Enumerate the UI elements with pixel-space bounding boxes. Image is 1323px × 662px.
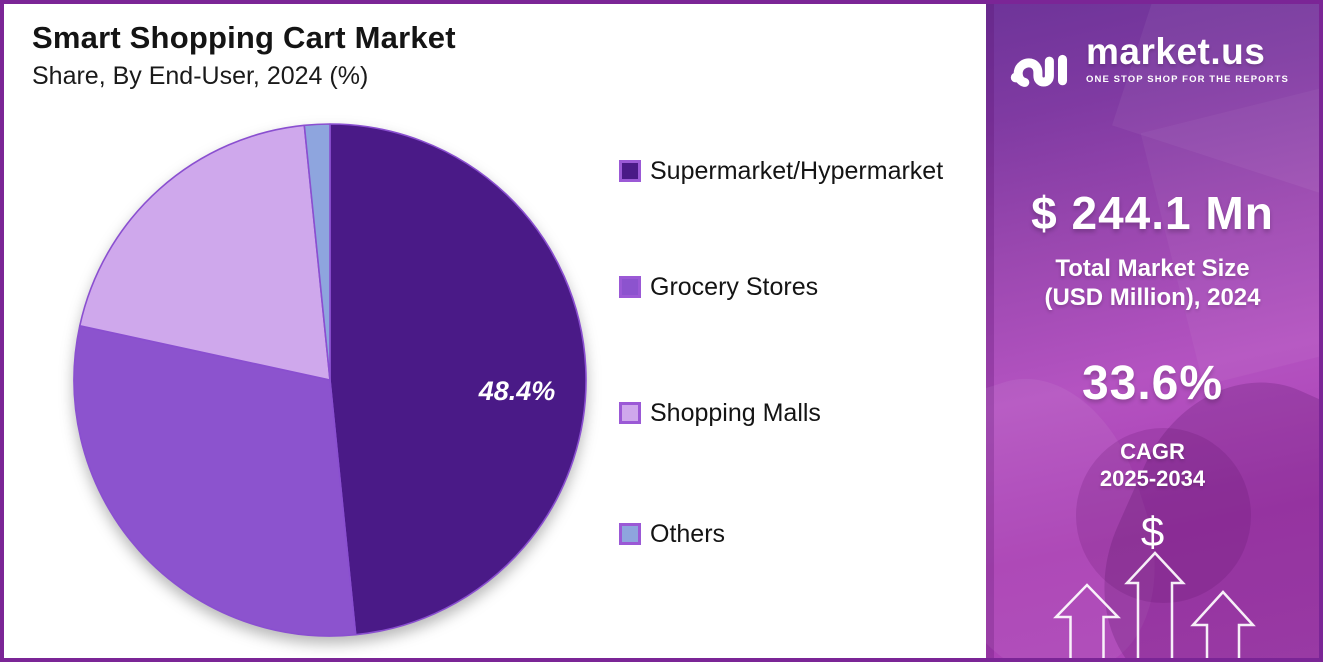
total-market-size-label-line2: (USD Million), 2024 bbox=[1044, 284, 1261, 311]
dollar-icon: $ bbox=[1140, 508, 1165, 555]
total-market-size-value: $ 244.1 Mn bbox=[1031, 187, 1274, 239]
legend-swatch-icon bbox=[619, 160, 641, 182]
legend-label: Supermarket/Hypermarket bbox=[650, 156, 944, 185]
brand-name: market.us bbox=[1086, 31, 1266, 72]
marketus-logo-text: market.us ONE STOP SHOP FOR THE REPORTS bbox=[1086, 31, 1289, 85]
pie-slice-2 bbox=[79, 124, 331, 381]
brand-tagline: ONE STOP SHOP FOR THE REPORTS bbox=[1086, 74, 1289, 85]
growth-arrows-icon bbox=[1053, 551, 1256, 658]
pie-slice-value-label: 48.4% bbox=[478, 376, 556, 406]
legend-label: Shopping Malls bbox=[650, 398, 821, 427]
marketus-logo: market.us ONE STOP SHOP FOR THE REPORTS bbox=[1010, 31, 1289, 94]
legend-label: Others bbox=[650, 519, 726, 548]
legend-swatch-icon bbox=[619, 402, 641, 424]
legend-item-others: Others bbox=[619, 519, 725, 549]
marketus-logo-icon bbox=[1010, 54, 1068, 87]
total-market-size-label-line1: Total Market Size bbox=[1055, 255, 1250, 282]
cagr-label: CAGR 2025-2034 bbox=[986, 438, 1319, 492]
page-subtitle: Share, By End-User, 2024 (%) bbox=[32, 62, 369, 90]
legend-swatch-icon bbox=[619, 276, 641, 298]
page-title: Smart Shopping Cart Market bbox=[32, 20, 456, 55]
legend-label: Grocery Stores bbox=[650, 272, 819, 301]
pie-chart: 48.4% bbox=[73, 123, 587, 637]
cagr-label-line2: 2025-2034 bbox=[1099, 466, 1206, 491]
pie-slice-1 bbox=[73, 324, 357, 637]
total-market-size-label: Total Market Size (USD Million), 2024 bbox=[986, 254, 1319, 312]
pie-slice-0 bbox=[329, 123, 587, 636]
legend-item-shopping-malls: Shopping Malls bbox=[619, 398, 821, 428]
legend-item-supermarket-hypermarket: Supermarket/Hypermarket bbox=[619, 156, 943, 186]
arrow-up-icon bbox=[1124, 551, 1186, 658]
pie-slice-3 bbox=[303, 123, 331, 381]
legend-item-grocery-stores: Grocery Stores bbox=[619, 272, 818, 302]
cagr-label-line1: CAGR bbox=[1120, 439, 1185, 464]
legend-swatch-icon bbox=[619, 523, 641, 545]
brand-sidebar: market.us ONE STOP SHOP FOR THE REPORTS … bbox=[986, 4, 1319, 658]
cagr-value: 33.6% bbox=[1081, 357, 1224, 410]
arrow-up-icon bbox=[1190, 590, 1256, 658]
arrow-up-icon bbox=[1053, 583, 1121, 658]
